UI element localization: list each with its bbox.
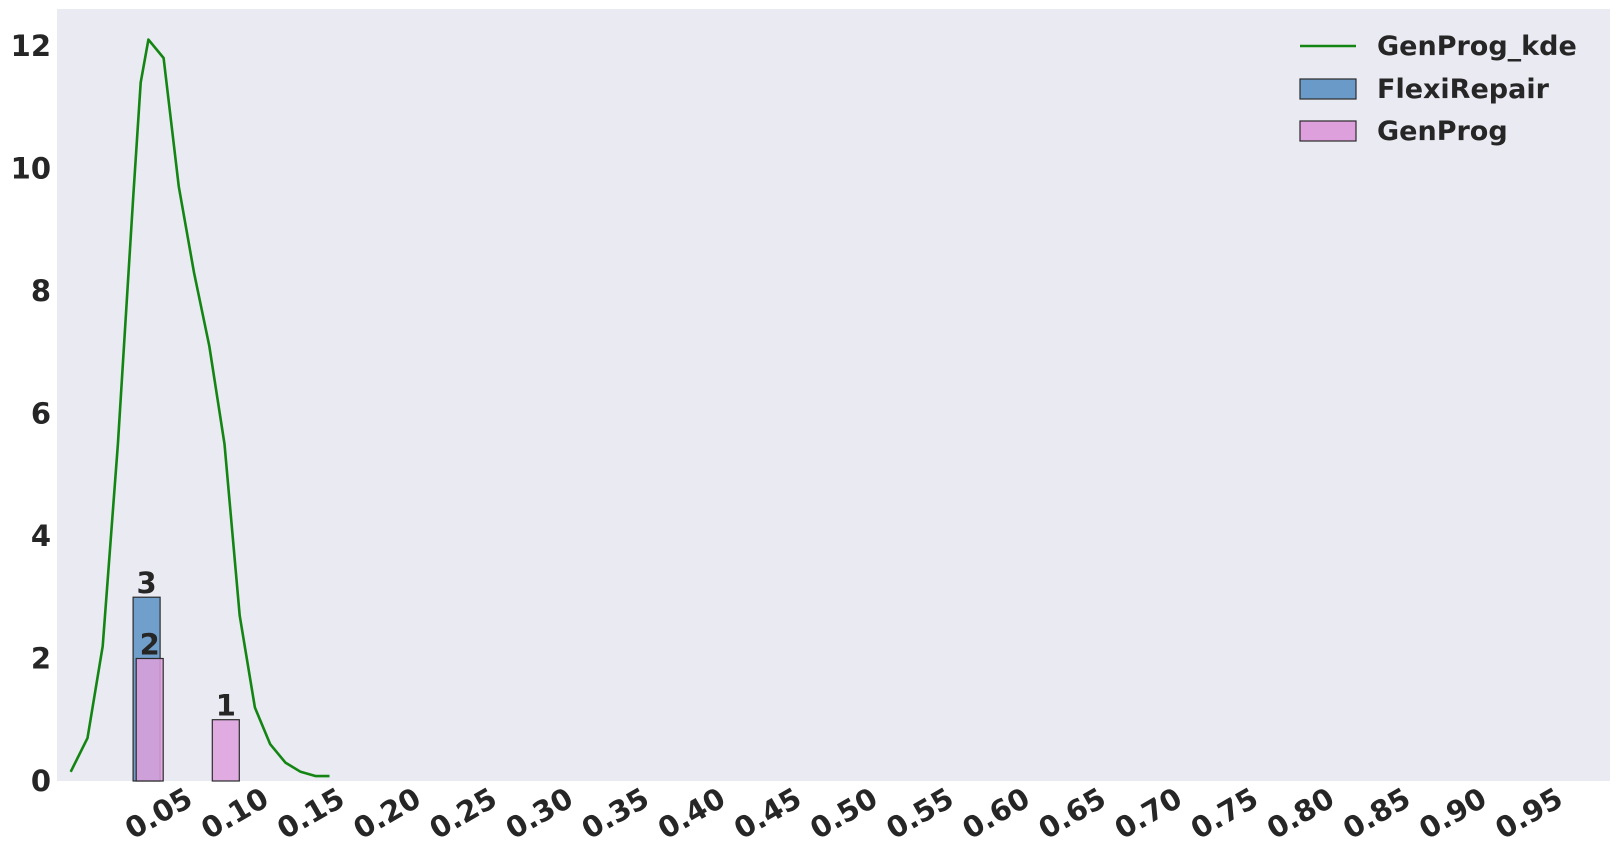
x-axis: 0.050.100.150.200.250.300.350.400.450.50… (119, 781, 1568, 846)
bar-label-layer: 3 2 1 (137, 566, 236, 723)
bar-layer (132, 596, 240, 782)
x-tick-label: 0.85 (1337, 781, 1416, 846)
bar-label-genprog-1: 1 (216, 689, 236, 723)
x-tick-label: 0.50 (804, 781, 883, 846)
legend: GenProg_kde FlexiRepair GenProg (1299, 31, 1577, 147)
y-tick-label: 2 (31, 642, 51, 676)
kde-layer (69, 38, 330, 778)
y-tick-label: 8 (31, 274, 51, 308)
x-tick-label: 0.75 (1185, 781, 1264, 846)
x-tick-label: 0.80 (1261, 781, 1340, 846)
bar-genprog-1 (211, 719, 240, 782)
x-tick-label: 0.70 (1109, 781, 1188, 846)
x-tick-label: 0.90 (1413, 781, 1492, 846)
x-tick-label: 0.35 (576, 781, 655, 846)
bar-label-genprog-0: 2 (140, 628, 160, 662)
x-tick-label: 0.30 (500, 781, 579, 846)
legend-label-genprog: GenProg (1377, 116, 1508, 147)
kde-line-genprog (69, 38, 330, 778)
legend-swatch-genprog (1299, 120, 1357, 142)
y-tick-label: 0 (31, 764, 51, 798)
x-tick-label: 0.45 (728, 781, 807, 846)
y-tick-label: 4 (31, 519, 51, 553)
x-tick-label: 0.15 (271, 781, 350, 846)
y-axis: 0 2 4 6 8 10 12 (11, 29, 51, 798)
legend-label-flexirepair: FlexiRepair (1377, 74, 1550, 105)
x-tick-label: 0.20 (348, 781, 427, 846)
x-tick-label: 0.25 (424, 781, 503, 846)
y-tick-label: 6 (31, 396, 51, 430)
bar-label-flexirepair-0: 3 (137, 566, 157, 600)
y-tick-label: 12 (11, 29, 51, 63)
x-tick-label: 0.55 (880, 781, 959, 846)
x-tick-label: 0.40 (652, 781, 731, 846)
x-tick-label: 0.05 (119, 781, 198, 846)
x-tick-label: 0.10 (195, 781, 274, 846)
x-tick-label: 0.95 (1489, 781, 1568, 846)
x-tick-label: 0.60 (957, 781, 1036, 846)
legend-swatch-flexirepair (1299, 78, 1357, 100)
bar-genprog-0 (135, 657, 164, 782)
x-tick-label: 0.65 (1033, 781, 1112, 846)
y-tick-label: 10 (11, 151, 51, 185)
legend-label-genprog_kde: GenProg_kde (1377, 31, 1577, 62)
